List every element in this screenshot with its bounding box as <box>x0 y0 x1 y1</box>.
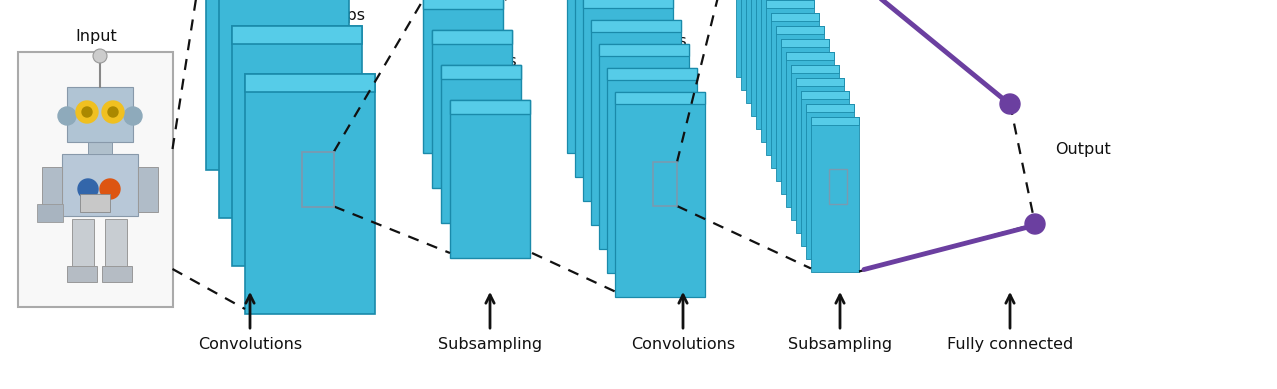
Bar <box>776 26 824 33</box>
Bar <box>607 68 697 79</box>
Bar <box>766 0 813 154</box>
Bar <box>591 19 681 224</box>
Bar <box>790 65 839 219</box>
Circle shape <box>77 101 98 123</box>
Bar <box>591 19 681 32</box>
Text: Convolutions: Convolutions <box>198 337 303 352</box>
Bar <box>616 91 705 296</box>
Bar <box>801 91 849 245</box>
Bar <box>782 39 829 47</box>
Circle shape <box>102 101 124 123</box>
Bar <box>796 77 844 233</box>
Bar <box>245 74 375 314</box>
Bar <box>63 154 138 216</box>
Bar <box>811 116 859 124</box>
Bar <box>42 167 63 212</box>
Circle shape <box>1000 94 1020 114</box>
Bar <box>301 151 335 207</box>
Bar <box>18 51 172 307</box>
Bar <box>450 100 530 114</box>
Bar <box>806 103 854 112</box>
Circle shape <box>109 107 117 117</box>
Bar <box>796 77 844 86</box>
Bar <box>787 51 834 60</box>
Bar <box>66 87 133 142</box>
Bar <box>245 74 375 92</box>
Bar <box>801 91 849 98</box>
Bar <box>584 0 673 7</box>
Bar <box>66 266 97 282</box>
Text: Feature maps: Feature maps <box>255 8 365 23</box>
Circle shape <box>93 49 107 63</box>
Bar <box>790 65 839 72</box>
Bar <box>37 204 63 222</box>
Bar <box>599 44 690 249</box>
Circle shape <box>82 107 92 117</box>
Bar <box>806 103 854 259</box>
Bar <box>423 0 503 9</box>
Bar <box>80 194 110 212</box>
Text: Input: Input <box>75 28 116 44</box>
Bar <box>423 0 503 153</box>
Bar <box>741 0 789 89</box>
Text: Subsampling: Subsampling <box>438 337 541 352</box>
Bar <box>746 0 794 102</box>
Bar <box>756 0 805 128</box>
Bar <box>138 167 158 212</box>
Bar <box>829 168 847 203</box>
Bar <box>811 116 859 272</box>
Bar <box>441 65 521 223</box>
Bar <box>432 30 512 44</box>
Bar <box>218 0 349 218</box>
Text: Subsampling: Subsampling <box>788 337 893 352</box>
Bar <box>232 26 361 266</box>
Bar <box>88 142 112 154</box>
Text: Output: Output <box>1055 142 1111 156</box>
Bar <box>736 0 784 77</box>
Bar <box>206 0 336 170</box>
Bar <box>441 65 521 79</box>
Text: Fully connected: Fully connected <box>946 337 1073 352</box>
Bar <box>450 100 530 258</box>
Bar <box>751 0 799 116</box>
Bar <box>584 0 673 200</box>
Bar <box>771 12 819 168</box>
Bar <box>653 162 677 206</box>
Bar <box>771 12 819 21</box>
Bar <box>432 30 512 188</box>
Bar <box>766 0 813 7</box>
Bar <box>102 266 132 282</box>
Circle shape <box>57 107 77 125</box>
Circle shape <box>124 107 142 125</box>
Text: Convolutions: Convolutions <box>631 337 736 352</box>
Bar <box>567 0 656 152</box>
Text: f.maps: f.maps <box>633 34 687 49</box>
Bar <box>776 26 824 180</box>
Bar <box>599 44 690 56</box>
Bar <box>616 91 705 103</box>
Circle shape <box>78 179 98 199</box>
Circle shape <box>100 179 120 199</box>
Bar <box>761 0 810 142</box>
Bar <box>232 26 361 44</box>
Bar <box>105 219 126 274</box>
Text: f.maps: f.maps <box>464 54 517 69</box>
Circle shape <box>1025 214 1045 234</box>
Bar <box>72 219 94 274</box>
Bar <box>607 68 697 273</box>
Bar <box>787 51 834 207</box>
Bar <box>575 0 665 177</box>
Bar <box>782 39 829 193</box>
